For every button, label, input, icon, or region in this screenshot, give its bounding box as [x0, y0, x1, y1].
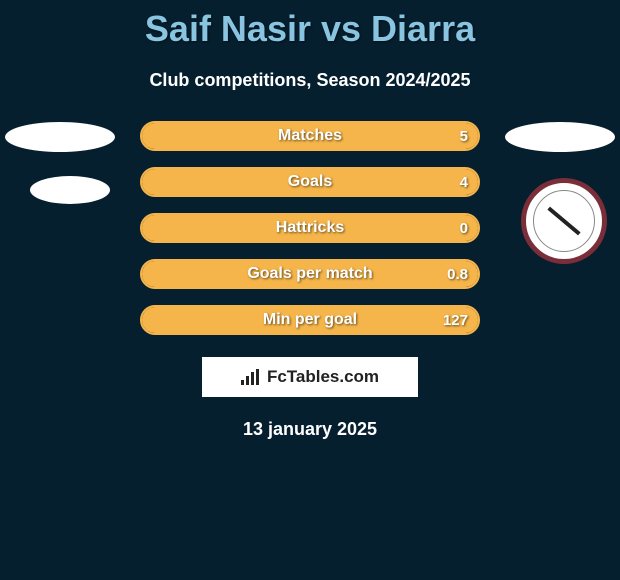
stat-label: Goals: [288, 173, 332, 191]
stats-container: Matches 5 Goals 4 Hattricks 0 Goals per …: [0, 121, 620, 335]
stat-label: Hattricks: [276, 219, 344, 237]
stat-label: Goals per match: [247, 265, 372, 283]
date: 13 january 2025: [0, 419, 620, 440]
stat-row: Goals per match 0.8: [140, 259, 480, 289]
page-subtitle: Club competitions, Season 2024/2025: [0, 70, 620, 91]
stat-value-right: 127: [443, 312, 468, 329]
stat-value-right: 5: [460, 128, 468, 145]
stat-row: Min per goal 127: [140, 305, 480, 335]
stat-row: Hattricks 0: [140, 213, 480, 243]
page-title: Saif Nasir vs Diarra: [0, 0, 620, 50]
stat-row: Matches 5: [140, 121, 480, 151]
stat-value-right: 0: [460, 220, 468, 237]
bars-icon: [241, 369, 263, 385]
stat-row: Goals 4: [140, 167, 480, 197]
brand-box: FcTables.com: [202, 357, 418, 397]
stat-value-right: 0.8: [447, 266, 468, 283]
stat-label: Matches: [278, 127, 342, 145]
stat-value-right: 4: [460, 174, 468, 191]
brand-text: FcTables.com: [267, 367, 379, 387]
stat-label: Min per goal: [263, 311, 357, 329]
